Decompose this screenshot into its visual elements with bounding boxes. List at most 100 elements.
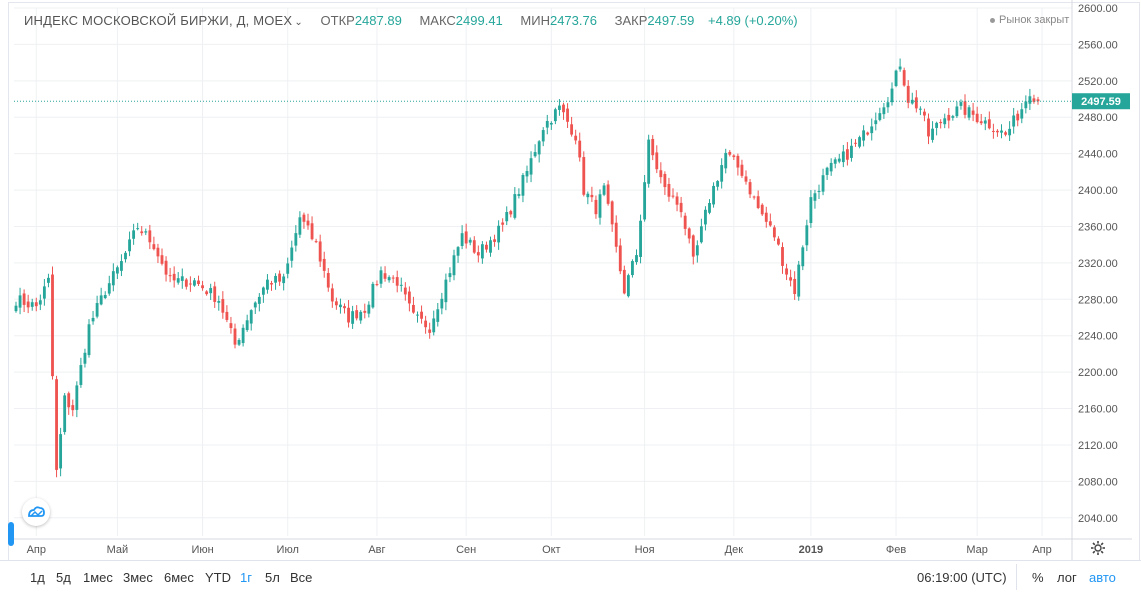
candle-body[interactable] bbox=[837, 158, 841, 162]
chevron-down-icon[interactable]: ⌄ bbox=[294, 17, 303, 28]
candle-body[interactable] bbox=[193, 280, 196, 286]
candle-body[interactable] bbox=[310, 223, 314, 240]
candle-body[interactable] bbox=[525, 171, 529, 177]
candle-body[interactable] bbox=[375, 284, 379, 286]
candle-body[interactable] bbox=[257, 296, 261, 304]
candle-body[interactable] bbox=[639, 220, 642, 257]
candle-body[interactable] bbox=[720, 165, 724, 182]
candle-body[interactable] bbox=[91, 317, 95, 322]
candle-body[interactable] bbox=[351, 311, 355, 324]
candle-body[interactable] bbox=[26, 301, 30, 308]
candle-body[interactable] bbox=[476, 252, 480, 256]
candle-body[interactable] bbox=[971, 110, 975, 115]
candle-body[interactable] bbox=[582, 157, 586, 195]
candle-body[interactable] bbox=[752, 196, 756, 198]
candle-body[interactable] bbox=[111, 271, 115, 286]
candle-body[interactable] bbox=[870, 126, 874, 134]
candle-body[interactable] bbox=[330, 288, 334, 302]
candle-body[interactable] bbox=[363, 310, 367, 313]
candle-body[interactable] bbox=[213, 286, 217, 302]
candle-body[interactable] bbox=[379, 270, 383, 284]
candle-body[interactable] bbox=[712, 185, 715, 205]
candle-body[interactable] bbox=[805, 225, 809, 246]
candle-body[interactable] bbox=[699, 226, 703, 243]
candle-body[interactable] bbox=[586, 193, 590, 198]
logo-icon[interactable] bbox=[22, 498, 50, 526]
candle-body[interactable] bbox=[160, 255, 164, 264]
range-1d[interactable]: 1д bbox=[30, 570, 45, 585]
candle-body[interactable] bbox=[22, 293, 26, 305]
candle-body[interactable] bbox=[866, 132, 870, 135]
candle-body[interactable] bbox=[156, 247, 160, 257]
candle-body[interactable] bbox=[683, 215, 687, 229]
candle-body[interactable] bbox=[241, 327, 245, 344]
candle-body[interactable] bbox=[225, 311, 229, 320]
candle-body[interactable] bbox=[967, 107, 971, 118]
candle-body[interactable] bbox=[286, 263, 290, 274]
range-all[interactable]: Все bbox=[290, 570, 313, 585]
candle-body[interactable] bbox=[772, 227, 776, 238]
candle-body[interactable] bbox=[728, 151, 732, 155]
candle-body[interactable] bbox=[570, 124, 574, 135]
candle-body[interactable] bbox=[152, 244, 156, 250]
candle-body[interactable] bbox=[537, 141, 541, 155]
candle-body[interactable] bbox=[594, 199, 598, 215]
candle-body[interactable] bbox=[647, 139, 651, 184]
candle-body[interactable] bbox=[695, 245, 699, 256]
candle-body[interactable] bbox=[914, 97, 918, 109]
candle-body[interactable] bbox=[432, 318, 436, 333]
symbol-title[interactable]: ИНДЕКС МОСКОВСКОЙ БИРЖИ, Д, MOEX ⌄ bbox=[24, 13, 303, 28]
candle-body[interactable] bbox=[545, 120, 549, 128]
candle-body[interactable] bbox=[566, 108, 569, 122]
candle-body[interactable] bbox=[485, 244, 488, 250]
candle-body[interactable] bbox=[850, 145, 853, 158]
candle-body[interactable] bbox=[180, 276, 184, 281]
candle-body[interactable] bbox=[87, 324, 91, 356]
candle-body[interactable] bbox=[164, 260, 168, 275]
candle-body[interactable] bbox=[71, 405, 75, 411]
candle-body[interactable] bbox=[1012, 115, 1016, 127]
candle-body[interactable] bbox=[452, 255, 456, 276]
candle-body[interactable] bbox=[574, 135, 578, 141]
candle-body[interactable] bbox=[655, 152, 659, 170]
candle-body[interactable] bbox=[825, 167, 829, 175]
candle-body[interactable] bbox=[387, 277, 391, 281]
candle-body[interactable] bbox=[395, 277, 399, 286]
candle-body[interactable] bbox=[416, 314, 419, 316]
candle-body[interactable] bbox=[991, 130, 995, 132]
candle-body[interactable] bbox=[294, 233, 298, 246]
candle-body[interactable] bbox=[598, 194, 602, 218]
candle-body[interactable] bbox=[266, 279, 269, 290]
candle-body[interactable] bbox=[229, 323, 233, 329]
candle-body[interactable] bbox=[30, 302, 34, 307]
candle-body[interactable] bbox=[553, 109, 557, 122]
candle-body[interactable] bbox=[282, 276, 286, 284]
candle-body[interactable] bbox=[764, 212, 768, 222]
candle-body[interactable] bbox=[833, 159, 837, 164]
candle-body[interactable] bbox=[420, 311, 423, 319]
candle-body[interactable] bbox=[671, 195, 675, 197]
candle-body[interactable] bbox=[99, 295, 103, 305]
candle-body[interactable] bbox=[947, 114, 951, 121]
candle-body[interactable] bbox=[83, 352, 87, 364]
candle-body[interactable] bbox=[197, 280, 200, 285]
candle-body[interactable] bbox=[298, 217, 302, 235]
candle-body[interactable] bbox=[635, 255, 638, 263]
candle-body[interactable] bbox=[237, 339, 241, 345]
candle-body[interactable] bbox=[878, 113, 882, 120]
candle-body[interactable] bbox=[740, 164, 744, 176]
candle-body[interactable] bbox=[334, 301, 338, 306]
candle-body[interactable] bbox=[1032, 98, 1036, 102]
candle-body[interactable] bbox=[894, 70, 898, 87]
candle-body[interactable] bbox=[176, 278, 180, 283]
candle-body[interactable] bbox=[221, 299, 225, 313]
candle-body[interactable] bbox=[809, 197, 813, 224]
candle-body[interactable] bbox=[541, 130, 545, 142]
candle-body[interactable] bbox=[975, 113, 979, 123]
candle-body[interactable] bbox=[679, 202, 683, 213]
candle-body[interactable] bbox=[63, 395, 67, 433]
candle-body[interactable] bbox=[667, 183, 671, 197]
candle-body[interactable] bbox=[448, 273, 452, 278]
candle-body[interactable] bbox=[128, 239, 131, 252]
